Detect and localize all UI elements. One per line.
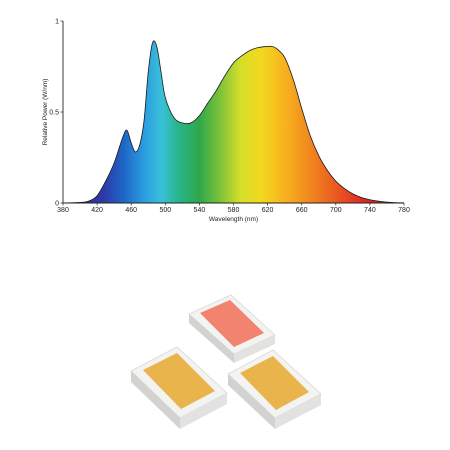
x-axis-label: Wavelength (nm) [209,216,258,223]
spectrum-outline [62,40,405,204]
led-chips-illustration [130,294,322,429]
x-tick-label: 420 [91,207,103,214]
y-axis-label: Relative Power (W/nm) [42,79,49,146]
x-tick-label: 460 [125,207,137,214]
x-tick-label: 700 [330,207,342,214]
warm-white-led-chip-left [130,346,228,429]
y-tick-label: 0.5 [49,109,59,116]
spectrum-area [63,40,404,204]
red-led-chip [188,294,276,363]
warm-white-led-chip-right [227,349,322,429]
y-tick-label: 0 [55,200,59,207]
x-tick-label: 620 [262,207,274,214]
x-tick-label: 500 [159,207,171,214]
x-tick-label: 540 [194,207,206,214]
y-tick-label: 1 [55,18,59,25]
spectrum-chart: 380 420 460 500 540 580 620 660 700 740 780 0 0.5 1 Wa… [42,18,410,223]
x-tick-label: 580 [228,207,240,214]
x-tick-label: 380 [57,207,69,214]
x-tick-label: 740 [364,207,376,214]
x-tick-label: 780 [398,207,410,214]
x-tick-label: 660 [296,207,308,214]
